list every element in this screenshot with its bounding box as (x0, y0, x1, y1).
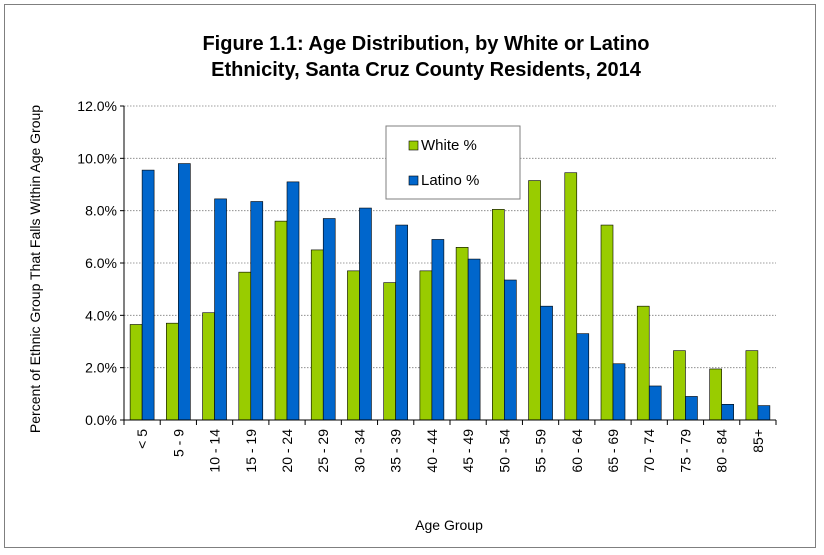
bar-white (238, 271, 252, 421)
x-tick-label: 55 - 59 (533, 429, 549, 473)
bar-latino (576, 333, 590, 421)
y-tick-label: 10.0% (77, 150, 117, 166)
legend: White % Latino % (385, 125, 521, 200)
legend-swatch-latino (408, 175, 419, 186)
legend-label-latino: Latino % (421, 172, 479, 189)
bar-white (383, 282, 396, 421)
bar-latino (395, 224, 408, 421)
chart-title-line1: Figure 1.1: Age Distribution, by White o… (202, 33, 649, 55)
bar-latino (721, 403, 734, 421)
bar-white (129, 324, 143, 421)
bar-white (347, 270, 360, 421)
x-tick-label: 75 - 79 (677, 429, 693, 473)
bar-white (600, 224, 614, 421)
bar-latino (757, 405, 771, 421)
chart-title-line2: Ethnicity, Santa Cruz County Residents, … (211, 59, 642, 81)
bar-latino (214, 198, 227, 421)
bar-white (202, 312, 215, 421)
bar-white (455, 247, 469, 421)
legend-label-white: White % (421, 137, 477, 154)
x-tick-label: 10 - 14 (207, 429, 223, 473)
x-tick-label: 25 - 29 (315, 429, 331, 473)
y-tick-label: 0.0% (85, 412, 117, 428)
bar-white (528, 180, 541, 421)
y-axis-label: Percent of Ethnic Group That Falls Withi… (27, 105, 43, 433)
bar-latino (322, 218, 336, 421)
bar-latino (250, 201, 264, 421)
axes (120, 105, 777, 425)
x-axis-label: Age Group (415, 517, 483, 533)
x-tick-label: 30 - 34 (351, 429, 367, 473)
x-tick-label: < 5 (134, 429, 150, 449)
chart-frame (4, 4, 816, 548)
bar-latino (178, 163, 191, 421)
bars (129, 163, 771, 421)
x-tick-label: 15 - 19 (243, 429, 259, 473)
bar-latino (685, 396, 698, 421)
y-tick-labels: 0.0% 2.0% 4.0% 6.0% 8.0% 10.0% 12.0% (77, 98, 117, 428)
legend-swatch-white (408, 140, 419, 151)
bar-latino (540, 305, 553, 421)
x-tick-label: 40 - 44 (424, 429, 440, 473)
bar-latino (467, 258, 481, 421)
x-tick-label: 85+ (750, 429, 766, 453)
gridlines (124, 105, 776, 369)
legend-box (385, 125, 521, 200)
bar-latino (431, 239, 445, 421)
bar-white (745, 350, 759, 421)
x-tick-label: 60 - 64 (569, 429, 585, 473)
x-tick-label: 50 - 54 (496, 429, 512, 473)
y-tick-label: 4.0% (85, 307, 117, 323)
bar-latino (359, 207, 372, 421)
x-tick-label: 80 - 84 (714, 429, 730, 473)
x-tick-label: 65 - 69 (605, 429, 621, 473)
bar-latino (141, 169, 155, 421)
bar-latino (612, 363, 626, 421)
x-tick-labels: < 5 5 - 9 10 - 14 15 - 19 20 - 24 25 - 29 30 -… (134, 429, 766, 473)
bar-white (564, 172, 578, 421)
x-tick-label: 20 - 24 (279, 429, 295, 473)
x-tick-label: 5 - 9 (170, 429, 186, 457)
bar-white (636, 305, 650, 421)
y-tick-label: 6.0% (85, 255, 117, 271)
x-tick-label: 45 - 49 (460, 429, 476, 473)
bar-latino (648, 385, 662, 421)
x-tick-label: 70 - 74 (641, 429, 657, 473)
bar-white (166, 322, 179, 421)
bar-white (673, 350, 686, 421)
bar-white (274, 220, 288, 421)
x-tick-label: 35 - 39 (388, 429, 404, 473)
bar-latino (504, 279, 517, 421)
bar-white (492, 209, 505, 421)
bar-latino (286, 181, 300, 421)
bar-white (310, 249, 324, 421)
bar-white (419, 270, 433, 421)
y-tick-label: 12.0% (77, 98, 117, 114)
y-tick-label: 8.0% (85, 203, 117, 219)
bar-white (709, 368, 722, 421)
y-tick-label: 2.0% (85, 360, 117, 376)
